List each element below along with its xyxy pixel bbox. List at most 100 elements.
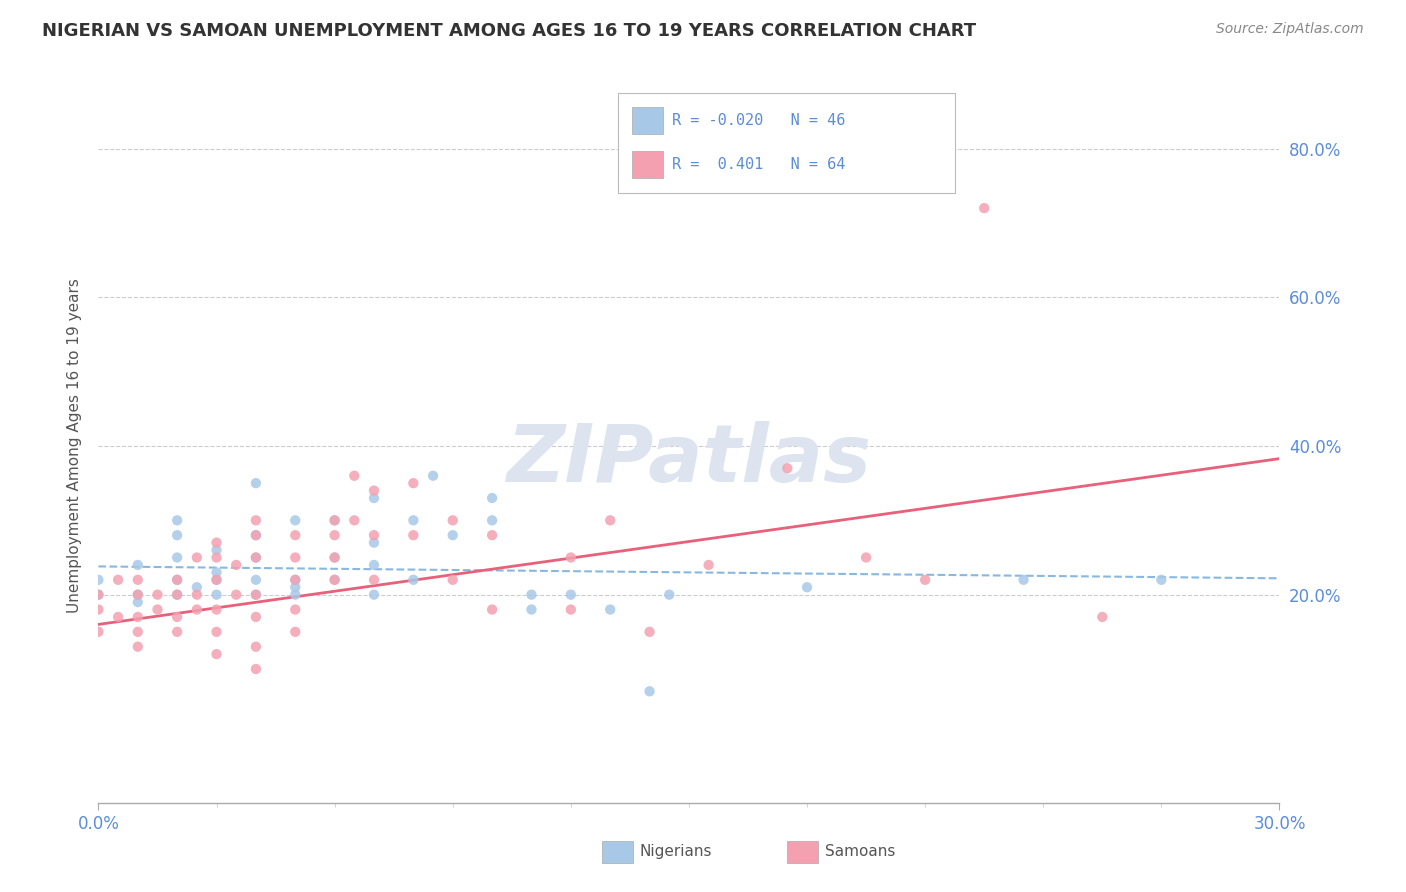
Text: Source: ZipAtlas.com: Source: ZipAtlas.com — [1216, 22, 1364, 37]
Point — [599, 602, 621, 616]
Point — [402, 476, 425, 491]
Point — [245, 550, 267, 565]
Point — [87, 602, 110, 616]
Point — [166, 550, 188, 565]
Point — [205, 550, 228, 565]
Point — [245, 640, 267, 654]
Point — [1012, 573, 1035, 587]
Point — [284, 528, 307, 542]
Point — [1091, 610, 1114, 624]
Point — [205, 543, 228, 558]
Point — [422, 468, 444, 483]
Point — [205, 647, 228, 661]
Point — [186, 588, 208, 602]
Point — [245, 476, 267, 491]
Point — [166, 588, 188, 602]
Point — [245, 528, 267, 542]
Text: R =  0.401   N = 64: R = 0.401 N = 64 — [672, 157, 845, 172]
Point — [127, 640, 149, 654]
Text: Samoans: Samoans — [825, 845, 896, 859]
Point — [343, 468, 366, 483]
Point — [284, 580, 307, 594]
Point — [441, 513, 464, 527]
Text: ZIPatlas: ZIPatlas — [506, 421, 872, 500]
Point — [363, 528, 385, 542]
Point — [127, 624, 149, 639]
Point — [87, 588, 110, 602]
Point — [481, 602, 503, 616]
Point — [323, 550, 346, 565]
Point — [205, 624, 228, 639]
Text: R = -0.020   N = 46: R = -0.020 N = 46 — [672, 113, 845, 128]
Point — [205, 535, 228, 549]
Point — [205, 588, 228, 602]
Point — [402, 513, 425, 527]
Point — [205, 573, 228, 587]
Point — [284, 624, 307, 639]
Point — [245, 662, 267, 676]
Point — [323, 528, 346, 542]
Point — [87, 573, 110, 587]
Point — [599, 513, 621, 527]
Point — [776, 461, 799, 475]
Point — [166, 573, 188, 587]
Point — [560, 550, 582, 565]
Point — [205, 566, 228, 580]
Point — [973, 201, 995, 215]
Point — [127, 573, 149, 587]
Point — [402, 573, 425, 587]
Point — [284, 550, 307, 565]
Point — [796, 580, 818, 594]
Point — [363, 573, 385, 587]
Point — [87, 588, 110, 602]
Point — [127, 588, 149, 602]
Point — [245, 550, 267, 565]
Point — [107, 610, 129, 624]
Point — [166, 624, 188, 639]
Point — [284, 588, 307, 602]
Point — [127, 595, 149, 609]
Point — [186, 580, 208, 594]
Point — [245, 513, 267, 527]
Point — [87, 624, 110, 639]
Point — [186, 550, 208, 565]
Point — [205, 602, 228, 616]
Point — [166, 588, 188, 602]
Point — [186, 602, 208, 616]
Point — [638, 684, 661, 698]
Point — [284, 573, 307, 587]
Point — [343, 513, 366, 527]
Point — [914, 573, 936, 587]
Point — [245, 588, 267, 602]
Point — [363, 483, 385, 498]
Point — [363, 588, 385, 602]
Point — [560, 588, 582, 602]
Text: NIGERIAN VS SAMOAN UNEMPLOYMENT AMONG AGES 16 TO 19 YEARS CORRELATION CHART: NIGERIAN VS SAMOAN UNEMPLOYMENT AMONG AG… — [42, 22, 976, 40]
Point — [560, 602, 582, 616]
Point — [363, 491, 385, 505]
Point — [363, 535, 385, 549]
Point — [245, 610, 267, 624]
Point — [323, 573, 346, 587]
Point — [146, 588, 169, 602]
Point — [166, 573, 188, 587]
Point — [323, 573, 346, 587]
Point — [166, 528, 188, 542]
Point — [481, 491, 503, 505]
Point — [658, 588, 681, 602]
Point — [520, 602, 543, 616]
Point — [166, 513, 188, 527]
Point — [127, 558, 149, 572]
Point — [638, 624, 661, 639]
Point — [245, 588, 267, 602]
Point — [205, 573, 228, 587]
Point — [441, 528, 464, 542]
Point — [284, 513, 307, 527]
Point — [323, 550, 346, 565]
Y-axis label: Unemployment Among Ages 16 to 19 years: Unemployment Among Ages 16 to 19 years — [66, 278, 82, 614]
Point — [107, 573, 129, 587]
Point — [284, 573, 307, 587]
Point — [323, 513, 346, 527]
Point — [402, 528, 425, 542]
Point — [225, 588, 247, 602]
